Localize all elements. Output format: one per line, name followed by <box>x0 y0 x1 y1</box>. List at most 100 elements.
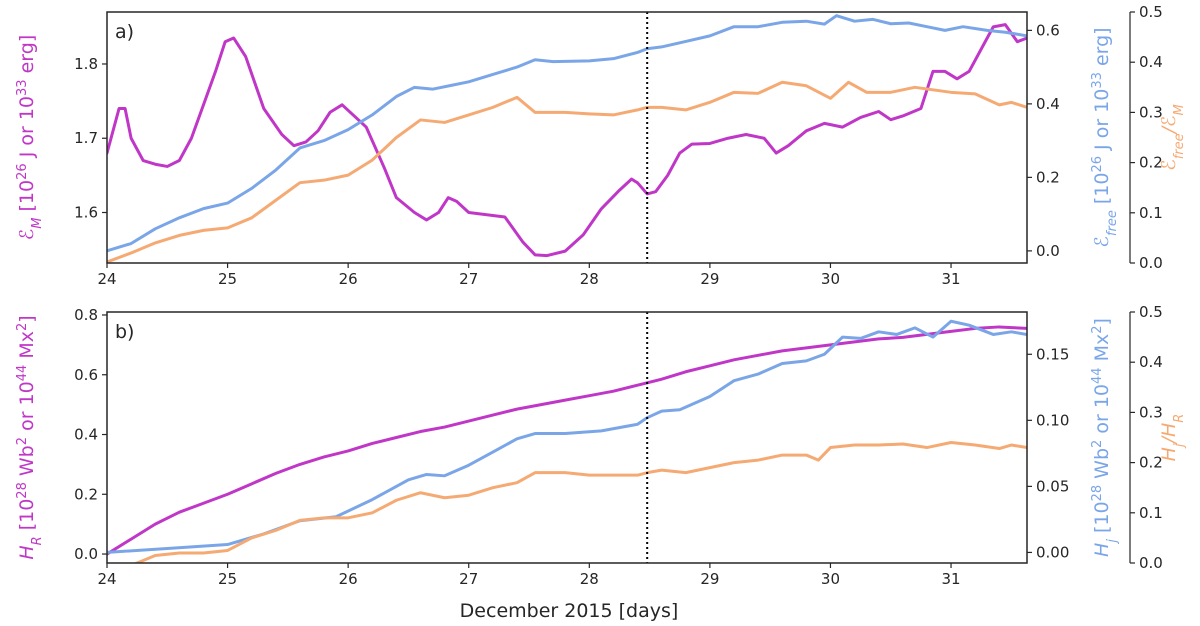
y-tick-label: 0.1 <box>1139 504 1163 522</box>
x-tick-label: 28 <box>580 570 599 588</box>
left-axis-title-part: [10 <box>16 180 38 218</box>
y-tick-label: 1.6 <box>74 204 98 222</box>
y-tick-label: 0.10 <box>1036 411 1069 429</box>
x-tick-label: 29 <box>700 570 719 588</box>
right-axis-title-part: 2 <box>1090 440 1105 448</box>
right-axis-title-part: j <box>1105 539 1120 545</box>
right-axis-title-part: Wb <box>1091 448 1113 485</box>
y-tick-label: 0.2 <box>74 485 98 503</box>
panel-a: 24 25 26 27 28 29 30 311.61.71.8ℰM [1026 J or 1… <box>15 3 1187 288</box>
panel-b: 24 25 26 27 28 29 30 310.00.20.40.60.8HR [1028 … <box>15 303 1187 588</box>
right-axis-title-part: ℰ <box>1091 236 1113 248</box>
y-tick-label: 0.15 <box>1036 345 1069 363</box>
left-axis-title-part: ℰ <box>16 229 38 241</box>
left-axis-title-part: H <box>16 545 38 559</box>
left-axis-title-part: 44 <box>15 365 30 382</box>
right-axis-title-part: 44 <box>1090 367 1105 384</box>
x-tick-label: 24 <box>97 570 116 588</box>
right-axis-title-part: J or 10 <box>1091 89 1113 156</box>
series-line-2 <box>107 14 1027 253</box>
x-tick-label: 27 <box>459 270 478 288</box>
outer-axis-title-part: j <box>1172 443 1187 449</box>
y-tick-label: 0.2 <box>1139 454 1163 472</box>
y-tick-label: 1.8 <box>74 55 98 73</box>
outer-axis-title-part: R <box>1172 414 1187 423</box>
left-axis-title: ℰM [1026 J or 1033 erg] <box>15 35 45 241</box>
y-tick-label: 0.00 <box>1036 543 1069 561</box>
outer-axis-title-part: free <box>1172 133 1187 159</box>
right-axis-title-part: 28 <box>1090 485 1105 502</box>
y-tick-label: 0.05 <box>1036 477 1069 495</box>
right-axis-title-part: [10 <box>1091 173 1113 211</box>
left-axis-title-part: 26 <box>15 163 30 180</box>
right-axis-title-part: [10 <box>1091 501 1113 539</box>
left-axis-title-part: or 10 <box>16 381 38 437</box>
x-axis-title: December 2015 [days] <box>460 600 679 622</box>
right-axis-title-part: free <box>1105 210 1120 236</box>
y-tick-label: 0.5 <box>1139 303 1163 321</box>
left-axis-title-part: Wb <box>16 445 38 482</box>
y-tick-label: 0.4 <box>1036 95 1060 113</box>
right-axis-title-part: H <box>1091 543 1113 557</box>
y-tick-label: 0.2 <box>1139 154 1163 172</box>
left-axis-title-part: erg] <box>16 35 38 80</box>
outer-axis-title-part: H <box>1158 447 1180 461</box>
plot-frame <box>106 311 1028 564</box>
y-tick-label: 0.4 <box>74 426 98 444</box>
y-tick-label: 0.6 <box>74 366 98 384</box>
y-tick-label: 0.1 <box>1139 204 1163 222</box>
right-axis-title-part: erg] <box>1091 27 1113 72</box>
x-tick-label: 27 <box>459 570 478 588</box>
y-tick-label: 0.0 <box>74 545 98 563</box>
right-axis-title-part: or 10 <box>1091 384 1113 440</box>
x-tick-label: 25 <box>218 270 237 288</box>
y-tick-label: 0.0 <box>1139 254 1163 272</box>
left-axis-title-part: R <box>30 536 45 545</box>
outer-axis-title: ℰfree/ℰM <box>1158 104 1187 171</box>
series-line-1 <box>107 23 1027 258</box>
y-tick-label: 0.3 <box>1139 103 1163 121</box>
x-tick-label: 28 <box>580 270 599 288</box>
y-tick-label: 0.2 <box>1036 168 1060 186</box>
left-axis-title-part: ] <box>16 315 38 322</box>
right-axis-title-part: 26 <box>1090 156 1105 173</box>
left-axis-title-part: 2 <box>15 437 30 445</box>
series-line-3 <box>107 80 1027 263</box>
x-tick-label: 26 <box>339 270 358 288</box>
right-axis-title-part: Mx <box>1091 334 1113 368</box>
left-axis-title: HR [1028 Wb2 or 1044 Mx2] <box>15 315 45 559</box>
series-line-2 <box>107 319 1027 554</box>
left-axis-title-part: 33 <box>15 79 30 96</box>
series-line-3 <box>133 441 1027 563</box>
right-axis-title-part: ] <box>1091 318 1113 325</box>
y-tick-label: 0.4 <box>1139 53 1163 71</box>
x-tick-label: 31 <box>941 570 960 588</box>
right-axis-title-part: 2 <box>1090 325 1105 333</box>
y-tick-label: 0.3 <box>1139 403 1163 421</box>
outer-axis-title-part: /ℰ <box>1158 115 1180 135</box>
y-tick-label: 0.8 <box>74 306 98 324</box>
y-tick-label: 0.0 <box>1139 554 1163 572</box>
x-tick-label: 29 <box>700 270 719 288</box>
right-axis-title-part: 33 <box>1090 72 1105 89</box>
series-line-1 <box>107 325 1027 556</box>
x-tick-label: 31 <box>941 270 960 288</box>
y-tick-label: 0.4 <box>1139 353 1163 371</box>
x-tick-label: 25 <box>218 570 237 588</box>
outer-axis-title: Hj/HR <box>1158 414 1187 462</box>
y-tick-label: 0.6 <box>1036 21 1060 39</box>
left-axis-title-part: 28 <box>15 482 30 499</box>
left-axis-title-part: 2 <box>15 323 30 331</box>
left-axis-title-part: M <box>30 218 45 229</box>
plot-frame <box>106 11 1028 264</box>
left-axis-title-part: [10 <box>16 499 38 537</box>
y-tick-label: 1.7 <box>74 129 98 147</box>
x-tick-label: 24 <box>97 270 116 288</box>
x-tick-label: 30 <box>821 270 840 288</box>
left-axis-title-part: J or 10 <box>16 96 38 163</box>
panel-label: a) <box>115 21 134 43</box>
right-axis-title: ℰfree [1026 J or 1033 erg] <box>1090 27 1120 247</box>
x-tick-label: 30 <box>821 570 840 588</box>
outer-axis-title-part: ℰ <box>1158 159 1180 171</box>
